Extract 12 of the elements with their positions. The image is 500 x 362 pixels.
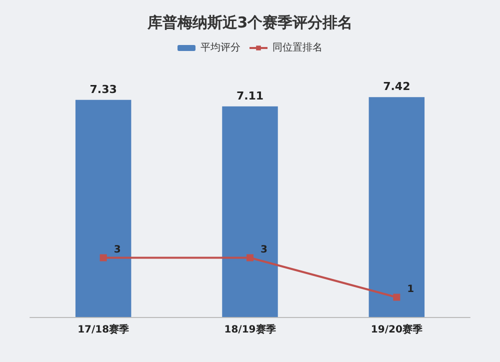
- x-tick-label: 19/20赛季: [370, 324, 424, 336]
- data-label: 7.11: [236, 89, 264, 102]
- data-label: 3: [260, 244, 268, 256]
- data-label: 1: [407, 284, 414, 295]
- chart-title: 库普梅纳斯近3个赛季评分排名: [146, 14, 353, 32]
- x-tick-label: 17/18赛季: [78, 324, 130, 336]
- data-label: 7.33: [90, 82, 117, 96]
- data-label: 7.42: [383, 80, 410, 94]
- legend-label: 平均评分: [200, 42, 240, 54]
- data-label: 3: [114, 244, 121, 256]
- x-tick-label: 18/19赛季: [224, 324, 277, 336]
- legend-label: 同位置排名: [272, 42, 322, 54]
